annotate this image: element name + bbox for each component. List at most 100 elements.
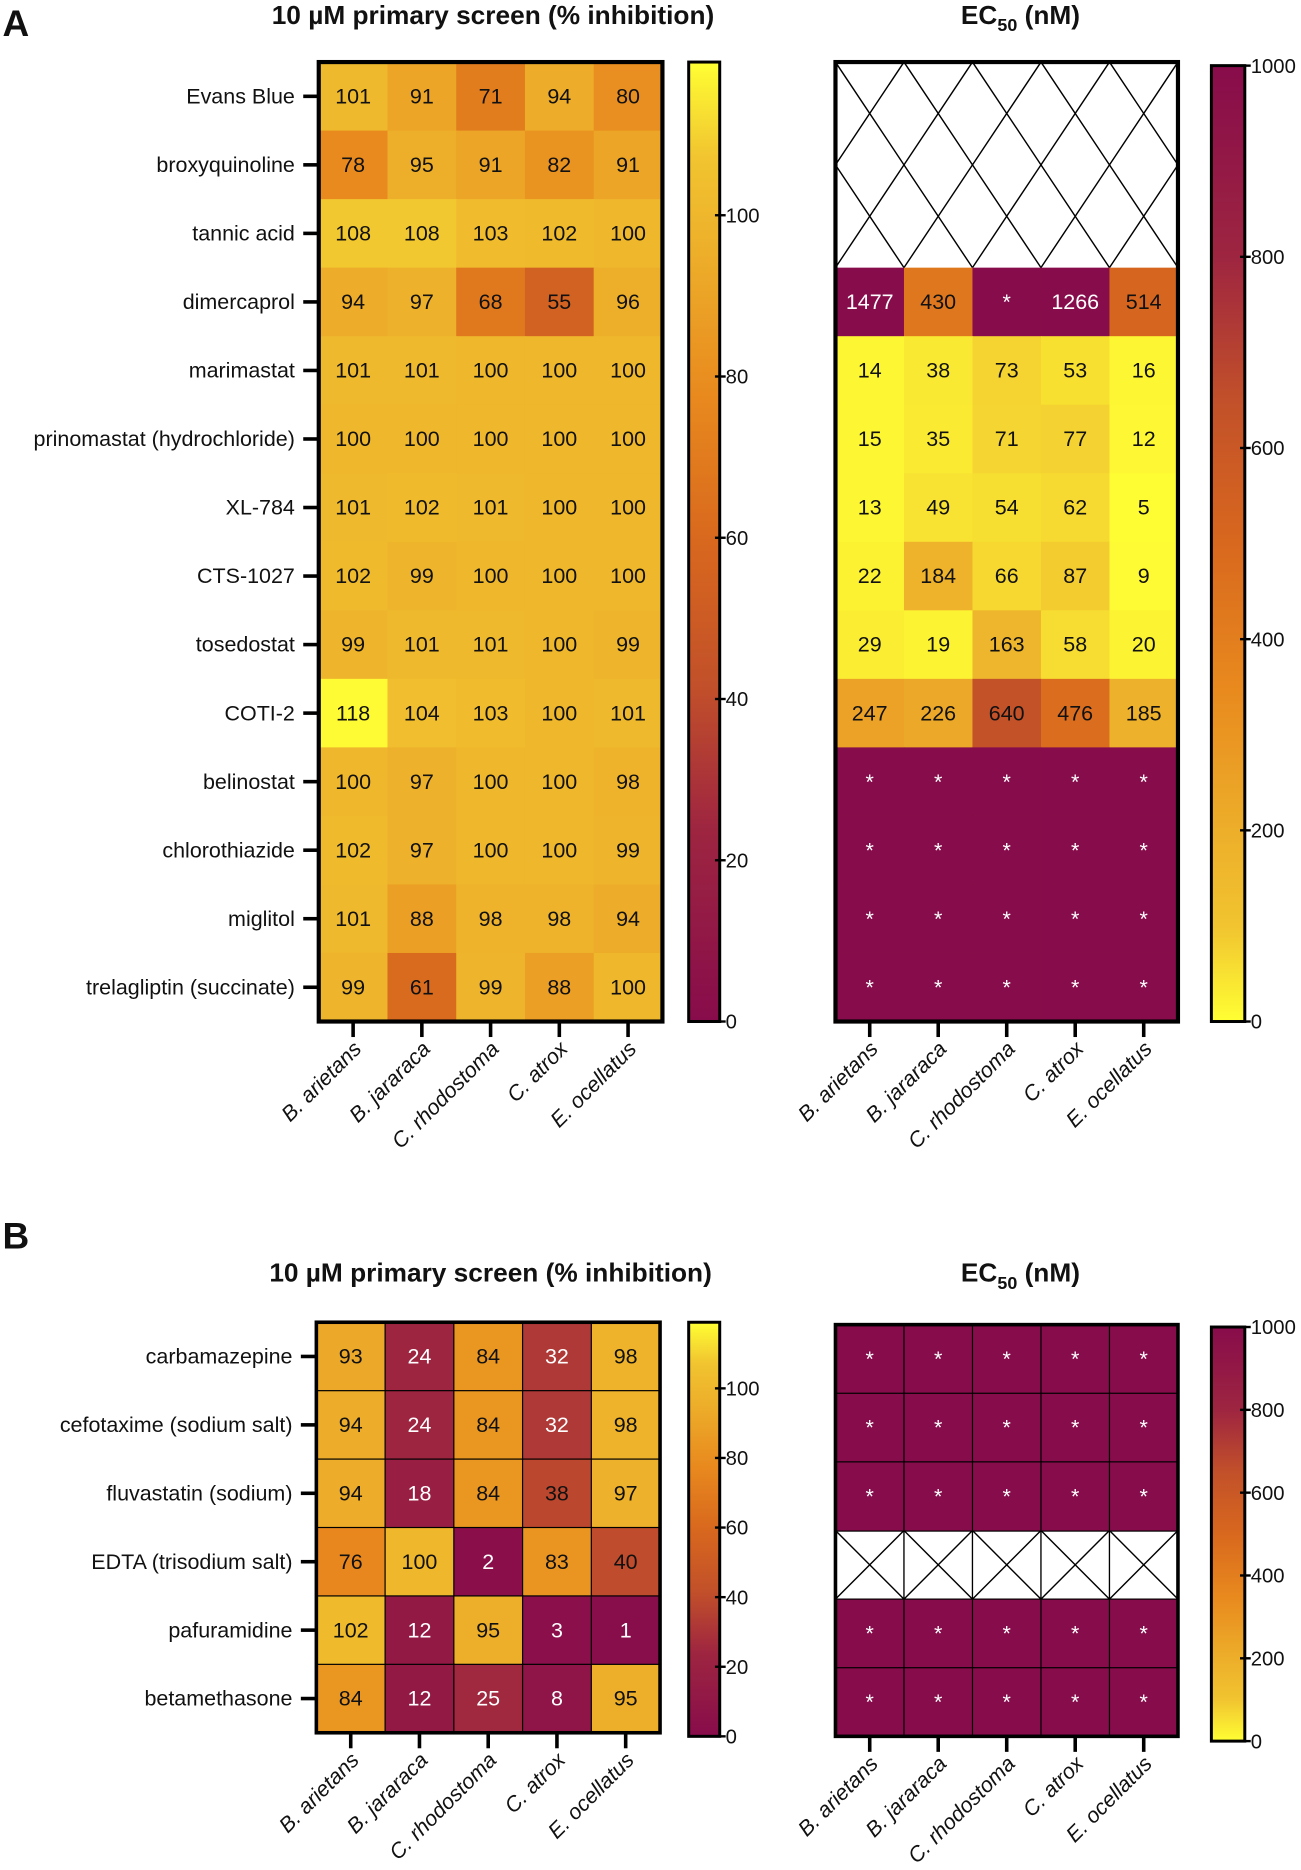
heatmap-cell xyxy=(1108,1667,1180,1738)
cell-value-label: 100 xyxy=(402,1550,438,1574)
cell-value-label: 93 xyxy=(339,1345,363,1369)
cell-value-label: 91 xyxy=(616,153,640,177)
hatch-line xyxy=(971,1529,1042,1600)
cell-value-label: 100 xyxy=(610,359,646,383)
heatmap-cell xyxy=(835,815,905,886)
colorbar-tick-label: 0 xyxy=(1251,1012,1262,1034)
heatmap-cell xyxy=(1108,1392,1180,1464)
colorbar-tick-label: 400 xyxy=(1251,629,1285,651)
heatmap-cell xyxy=(1040,541,1111,611)
heatmap-cell xyxy=(387,404,457,474)
heatmap-cell xyxy=(971,1461,1043,1532)
cell-value-label: 101 xyxy=(335,496,371,520)
cell-value-label: 185 xyxy=(1126,701,1162,725)
heatmap-cell xyxy=(835,541,905,611)
heatmap-cell xyxy=(318,404,389,474)
cell-value-label: 12 xyxy=(408,1687,432,1711)
cell-value-label: 73 xyxy=(995,359,1019,383)
heatmap-cell xyxy=(387,815,457,886)
heatmap-cell xyxy=(387,610,457,680)
cell-value-label: * xyxy=(866,907,875,931)
cell-value-label: 77 xyxy=(1063,427,1087,451)
heatmap-cell xyxy=(834,1324,906,1395)
cell-value-label: 476 xyxy=(1057,701,1093,725)
cell-value-label: * xyxy=(1003,1484,1012,1508)
column-label: C. atrox xyxy=(502,1036,573,1107)
panel-letter-b: B xyxy=(3,1215,30,1256)
cell-value-label: 100 xyxy=(473,564,509,588)
heatmap-cell xyxy=(903,1392,974,1464)
heatmap-cell xyxy=(835,678,905,748)
hatch-line xyxy=(1108,61,1179,166)
cell-value-label: 103 xyxy=(473,701,509,725)
cell-value-label: 84 xyxy=(476,1345,500,1369)
heatmap-cell xyxy=(971,1324,1043,1395)
cell-value-label: 95 xyxy=(476,1618,500,1642)
cell-value-label: 99 xyxy=(479,975,503,999)
heatmap-cell xyxy=(318,678,389,748)
cell-value-label: 24 xyxy=(408,1345,432,1369)
column-label: C. atrox xyxy=(1018,1751,1089,1822)
cell-value-label: 102 xyxy=(335,564,371,588)
heatmap-cell xyxy=(318,130,389,200)
cell-value-label: 76 xyxy=(339,1550,363,1574)
heatmap-cell xyxy=(318,610,389,680)
cell-value-label: 62 xyxy=(1063,496,1087,520)
heatmap-cell xyxy=(387,130,457,200)
colorbar xyxy=(687,60,722,1024)
cell-value-label: 100 xyxy=(473,770,509,794)
heatmap-cell xyxy=(524,267,595,337)
cell-value-label: 82 xyxy=(547,153,571,177)
column-label: C. atrox xyxy=(500,1747,571,1818)
cell-value-label: * xyxy=(1003,1347,1012,1371)
heatmap-cell xyxy=(590,1390,662,1461)
heatmap-cell xyxy=(387,678,457,748)
heatmap-cell xyxy=(524,130,595,200)
heatmap-cell xyxy=(524,884,595,954)
heatmap-cell xyxy=(384,1321,456,1392)
cell-value-label: 13 xyxy=(858,496,882,520)
heatmap-cell xyxy=(387,952,457,1023)
heatmap-cell xyxy=(903,336,974,406)
heatmap-cell xyxy=(315,1595,387,1666)
heatmap-cell xyxy=(318,815,389,886)
cell-value-label: 14 xyxy=(858,359,882,383)
heatmap-cell xyxy=(903,473,974,543)
heatmap-cell xyxy=(903,541,974,611)
colorbar-tick-label: 600 xyxy=(1251,438,1285,460)
heatmap-cell xyxy=(593,815,664,886)
hatch-line xyxy=(903,1529,973,1600)
cell-value-label: 97 xyxy=(614,1481,638,1505)
hatched-no-data-region xyxy=(835,62,1178,268)
row-label: cefotaxime (sodium salt) xyxy=(60,1413,293,1437)
heatmap-cell xyxy=(1040,678,1111,748)
row-label: tannic acid xyxy=(192,222,295,246)
cell-value-label: 100 xyxy=(610,496,646,520)
cell-value-label: 87 xyxy=(1063,564,1087,588)
cell-value-label: 29 xyxy=(858,633,882,657)
title-b-ec50: EC50 (nM) xyxy=(961,1258,1080,1293)
row-label: prinomastat (hydrochloride) xyxy=(34,427,295,451)
heatmap-cell xyxy=(387,541,457,611)
row-label: dimercaprol xyxy=(183,290,295,314)
cell-value-label: 100 xyxy=(404,427,440,451)
heatmap-cell xyxy=(524,473,595,543)
cell-value-label: 20 xyxy=(1132,633,1156,657)
cell-value-label: * xyxy=(934,907,943,931)
cell-value-label: 32 xyxy=(545,1345,569,1369)
heatmap-cell xyxy=(524,541,595,611)
cell-value-label: * xyxy=(1003,290,1012,314)
heatmap-cell xyxy=(315,1390,387,1461)
cell-value-label: 88 xyxy=(547,975,571,999)
heatmap-cell xyxy=(1040,884,1111,954)
heatmap-cell xyxy=(524,747,595,817)
cell-value-label: 100 xyxy=(541,838,577,862)
cell-value-label: * xyxy=(1140,838,1149,862)
heatmap-cell xyxy=(1040,952,1111,1023)
heatmap-cell xyxy=(1040,1667,1111,1738)
cell-value-label: 100 xyxy=(473,359,509,383)
heatmap-cell xyxy=(835,747,905,817)
heatmap-cell xyxy=(903,1324,974,1395)
cell-value-label: 102 xyxy=(335,838,371,862)
heatmap-cell xyxy=(456,747,526,817)
